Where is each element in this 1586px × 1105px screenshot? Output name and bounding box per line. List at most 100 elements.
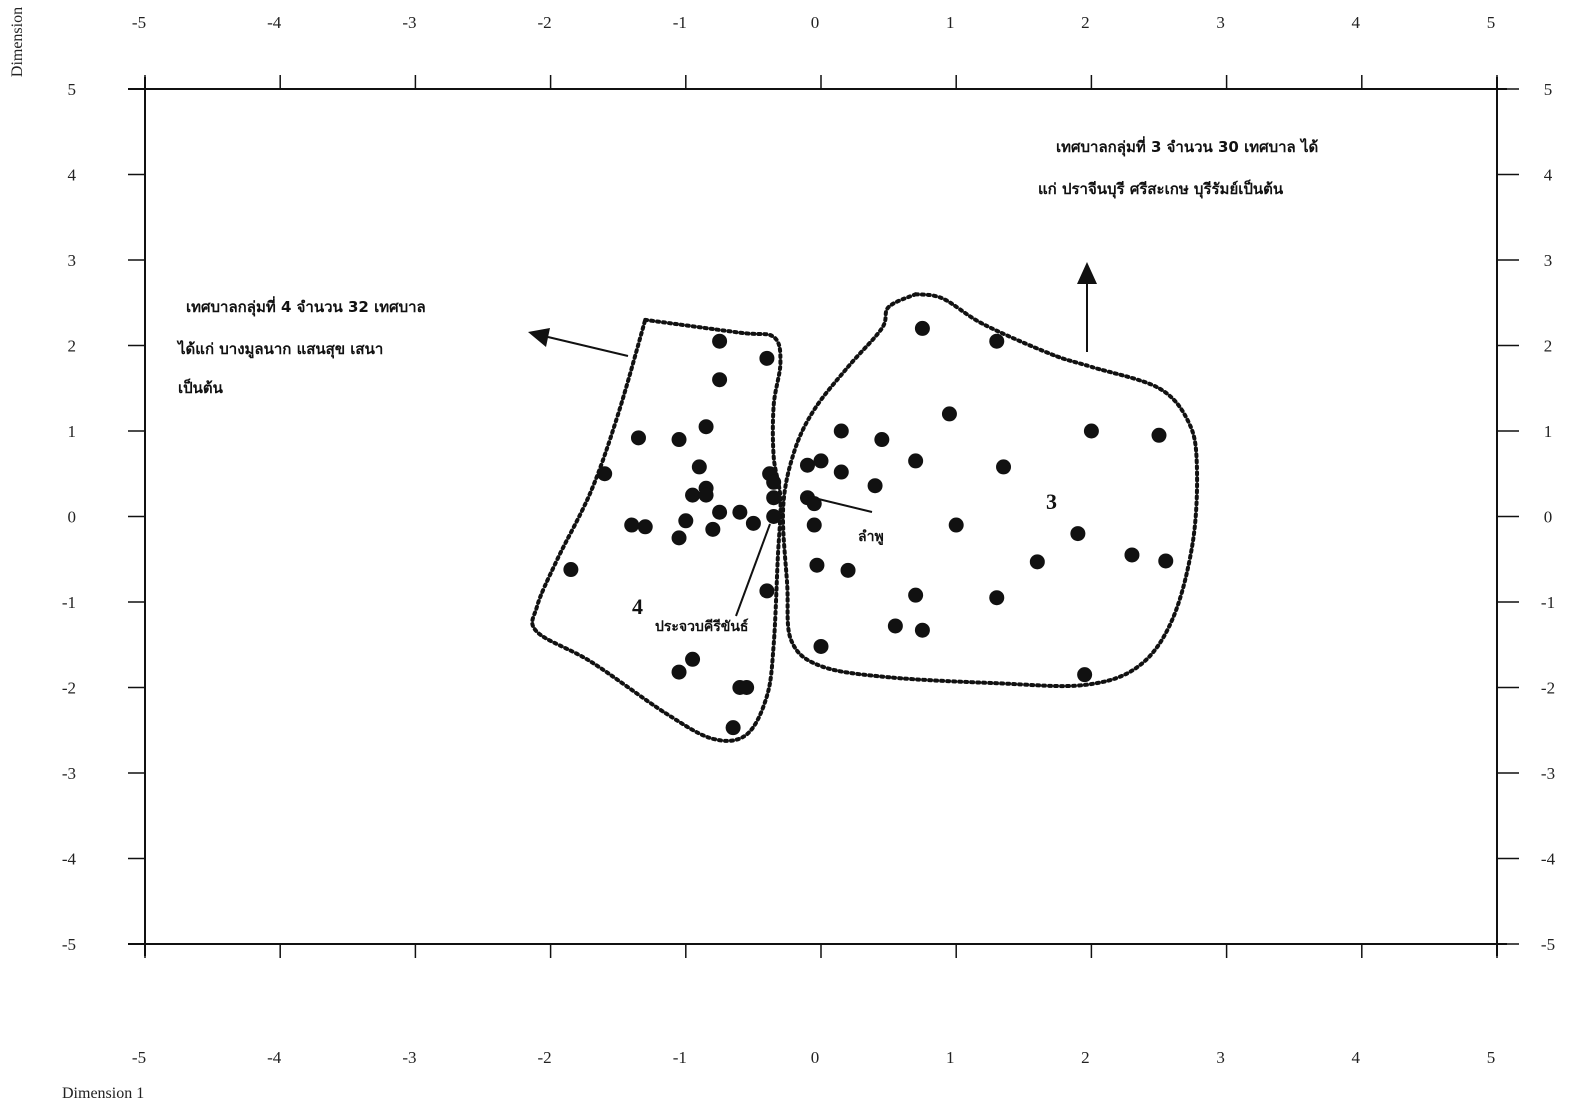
data-point bbox=[813, 453, 829, 469]
data-point bbox=[624, 517, 640, 533]
cluster-outlines bbox=[530, 292, 1200, 743]
x-tick-label-top: -5 bbox=[132, 13, 146, 32]
group4-annotation-line1: เทศบาลกลุ่มที่ 4 จำนวน 32 เทศบาล bbox=[186, 296, 426, 317]
y-tick-label-right: 1 bbox=[1544, 422, 1553, 441]
data-point bbox=[766, 509, 782, 524]
data-point bbox=[671, 664, 687, 680]
y-tick-label-right: 3 bbox=[1544, 251, 1553, 270]
data-point bbox=[732, 504, 748, 520]
data-point bbox=[799, 457, 815, 473]
group3-annotation-line2: แก่ ปราจีนบุรี ศรีสะเกษ บุรีรัมย์เป็นต้น bbox=[1038, 179, 1284, 199]
x-tick-label-bottom: 3 bbox=[1216, 1048, 1225, 1067]
y-tick-label-right: 0 bbox=[1544, 508, 1553, 527]
y-tick-label-left: 1 bbox=[68, 422, 77, 441]
data-point bbox=[671, 432, 687, 448]
data-point bbox=[996, 459, 1012, 475]
group4-annotation-line3: เป็นต้น bbox=[178, 378, 224, 397]
data-point bbox=[1151, 427, 1167, 443]
group4-arrow-head bbox=[528, 328, 550, 347]
data-point bbox=[908, 587, 924, 603]
data-point bbox=[698, 419, 714, 435]
y-tick-label-right: 4 bbox=[1544, 166, 1553, 185]
prachuap-point-label: ประจวบคีรีขันธ์ bbox=[655, 618, 748, 635]
data-point bbox=[759, 583, 775, 599]
data-point bbox=[1083, 423, 1099, 439]
data-point bbox=[809, 557, 825, 573]
x-tick-label-top: -4 bbox=[267, 13, 282, 32]
x-tick-label-top: 0 bbox=[811, 13, 820, 32]
data-point bbox=[685, 651, 701, 667]
data-point bbox=[1070, 526, 1086, 542]
y-tick-label-right: -1 bbox=[1541, 593, 1555, 612]
data-point bbox=[685, 487, 701, 503]
data-point bbox=[678, 513, 694, 529]
y-tick-label-left: -3 bbox=[62, 764, 76, 783]
y-tick-label-left: -4 bbox=[62, 850, 77, 869]
y-tick-label-left: 5 bbox=[68, 80, 77, 99]
data-point bbox=[989, 590, 1005, 606]
data-point bbox=[1029, 554, 1045, 570]
data-point bbox=[712, 333, 728, 349]
data-point bbox=[1158, 553, 1174, 569]
data-point bbox=[806, 517, 822, 533]
group3-arrow-head bbox=[1077, 262, 1097, 284]
data-point bbox=[1124, 547, 1140, 563]
x-tick-label-bottom: 2 bbox=[1081, 1048, 1090, 1067]
data-point bbox=[874, 432, 890, 448]
data-point bbox=[1077, 667, 1093, 683]
y-tick-label-right: -3 bbox=[1541, 764, 1555, 783]
y-tick-label-left: -5 bbox=[62, 935, 76, 954]
data-point bbox=[887, 618, 903, 634]
data-point bbox=[563, 562, 579, 578]
cluster-4-outline bbox=[530, 317, 783, 743]
data-point bbox=[630, 430, 646, 446]
x-tick-label-bottom: -2 bbox=[538, 1048, 552, 1067]
data-point bbox=[813, 638, 829, 654]
x-tick-label-bottom: 0 bbox=[811, 1048, 820, 1067]
x-tick-label-bottom: -1 bbox=[673, 1048, 687, 1067]
x-tick-label-bottom: 1 bbox=[946, 1048, 955, 1067]
data-point bbox=[908, 453, 924, 469]
annotation-arrows bbox=[528, 262, 1097, 357]
group3-annotation-line1: เทศบาลกลุ่มที่ 3 จำนวน 30 เทศบาล ได้ bbox=[1056, 136, 1318, 157]
y-tick-label-left: -2 bbox=[62, 679, 76, 698]
x-tick-label-bottom: -5 bbox=[132, 1048, 146, 1067]
data-point bbox=[705, 521, 721, 537]
data-point bbox=[867, 478, 883, 494]
x-tick-label-top: 4 bbox=[1352, 13, 1361, 32]
x-axis-title: Dimension 1 bbox=[62, 1085, 144, 1102]
cluster-3-number: 3 bbox=[1046, 489, 1057, 514]
y-tick-label-right: -4 bbox=[1541, 850, 1556, 869]
data-point bbox=[745, 515, 761, 531]
x-tick-label-top: -1 bbox=[673, 13, 687, 32]
lamphu-point-label: ลำพู bbox=[858, 529, 884, 545]
data-point bbox=[712, 504, 728, 520]
y-tick-label-left: 4 bbox=[68, 166, 77, 185]
y-tick-label-left: 2 bbox=[68, 337, 77, 356]
data-point bbox=[698, 487, 714, 503]
data-point bbox=[948, 517, 964, 533]
cluster-4-number: 4 bbox=[632, 594, 643, 619]
y-tick-label-left: -1 bbox=[62, 593, 76, 612]
data-point bbox=[840, 562, 856, 578]
x-tick-label-bottom: -3 bbox=[402, 1048, 416, 1067]
data-point bbox=[597, 466, 613, 482]
y-axis-title: Dimension bbox=[9, 7, 26, 77]
cluster-3-outline bbox=[780, 292, 1200, 689]
data-point bbox=[989, 333, 1005, 349]
data-point bbox=[833, 423, 849, 439]
data-point bbox=[671, 530, 687, 546]
x-tick-label-top: -3 bbox=[402, 13, 416, 32]
plot-frame bbox=[128, 77, 1507, 956]
data-point bbox=[766, 474, 782, 490]
y-tick-label-right: 5 bbox=[1544, 80, 1553, 99]
data-point bbox=[691, 459, 707, 475]
x-tick-label-bottom: 4 bbox=[1352, 1048, 1361, 1067]
x-tick-label-top: 3 bbox=[1216, 13, 1225, 32]
prachuap-leader-line bbox=[735, 523, 771, 617]
x-tick-label-top: -2 bbox=[538, 13, 552, 32]
data-point bbox=[759, 350, 775, 366]
x-tick-label-top: 1 bbox=[946, 13, 955, 32]
data-point bbox=[941, 406, 957, 422]
x-tick-label-top: 5 bbox=[1487, 13, 1496, 32]
